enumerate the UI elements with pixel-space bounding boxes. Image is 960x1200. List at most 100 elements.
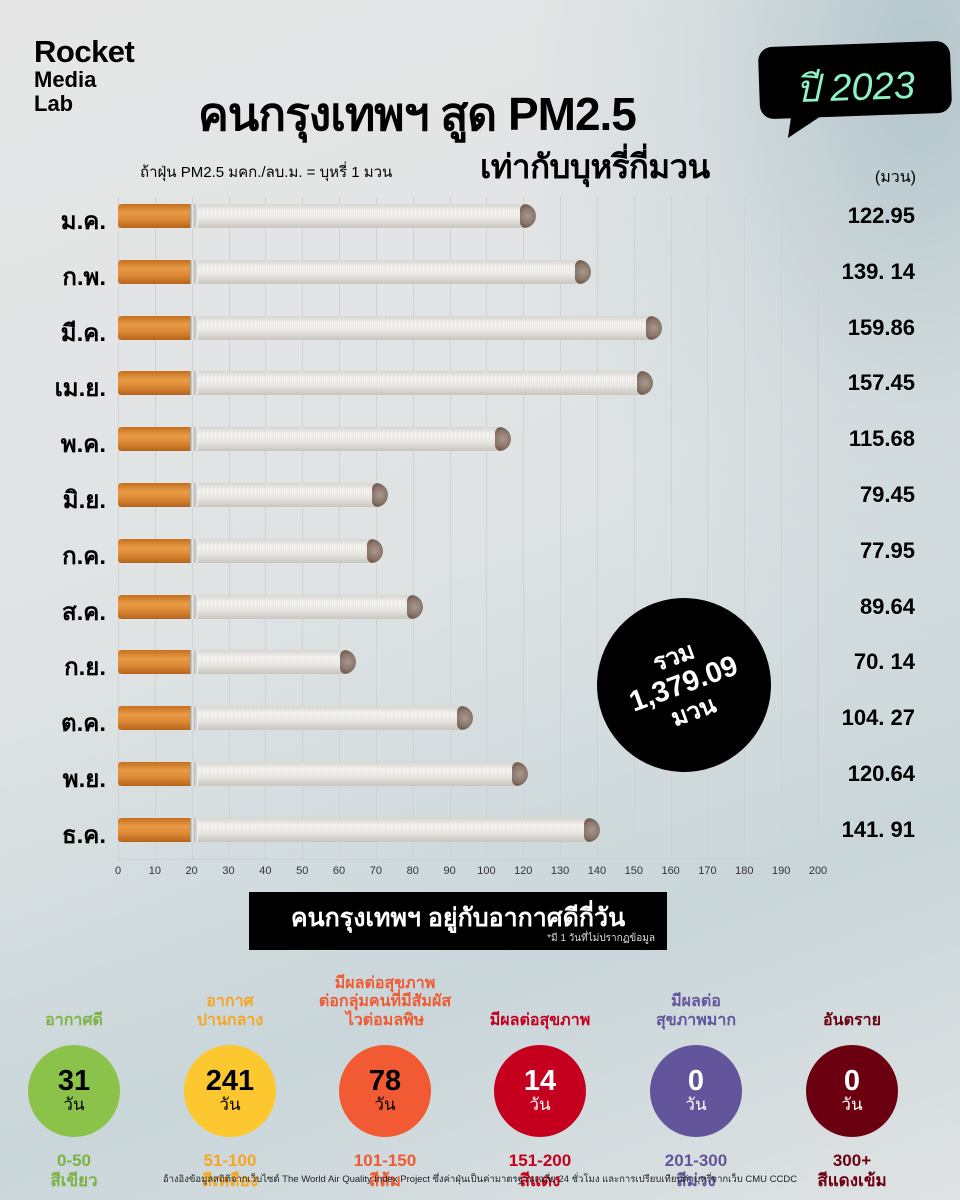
bar-row: ม.ค. 122.95 <box>0 203 960 235</box>
days-count: 78 <box>368 1065 402 1098</box>
days-count: 14 <box>523 1065 557 1098</box>
days-count: 241 <box>205 1065 255 1098</box>
aqi-range: 151-200 สีแดง <box>508 1151 572 1190</box>
gridline <box>670 197 672 859</box>
days-unit: วัน <box>63 1095 85 1115</box>
bar-value: 122.95 <box>847 203 915 228</box>
days-circle: 14 วัน <box>494 1045 586 1137</box>
cigarette-filter-icon <box>118 483 190 507</box>
month-label: มิ.ย. <box>62 487 106 514</box>
background-tint <box>540 0 960 700</box>
cigarette-ash-icon <box>512 762 528 786</box>
gridline <box>486 197 488 859</box>
cigarette-bar <box>118 594 423 619</box>
gridline <box>339 197 341 859</box>
cigarette-filter-icon <box>118 706 190 731</box>
x-tick-label: 80 <box>406 865 419 877</box>
cigarette-filter-icon <box>118 427 190 452</box>
gridline <box>375 197 377 859</box>
month-label: ก.ย. <box>64 654 106 682</box>
cigarette-bar <box>118 706 473 731</box>
gridline <box>154 197 156 859</box>
gridline <box>265 197 267 859</box>
cigarette-band-icon <box>190 594 198 619</box>
cigarette-ash-icon <box>367 538 383 563</box>
cigarette-bar <box>118 315 662 340</box>
bar-value: 89.64 <box>859 593 915 619</box>
rocket-media-lab-logo: Rocket Media Lab <box>34 36 135 116</box>
x-tick-label: 100 <box>477 865 496 877</box>
page-title: คนกรุงเทพฯ สูด PM2.5 <box>198 88 637 140</box>
aqi-category: มีผลต่อ สุขภาพมาก 0 วัน 201-300 สีม่วง <box>621 970 771 1190</box>
cigarette-ash-icon <box>407 594 423 619</box>
cigarette-bar <box>118 483 388 507</box>
gridline <box>818 197 819 859</box>
year-badge: ปี 2023 <box>794 64 916 112</box>
gridline <box>412 197 414 859</box>
x-tick-label: 40 <box>259 865 272 877</box>
bar-row: ก.ย. 70. 14 <box>0 649 960 681</box>
bar-row: ต.ค. 104. 27 <box>0 705 960 737</box>
cigarette-band-icon <box>190 762 198 786</box>
gridline <box>596 197 598 859</box>
gridline <box>707 197 709 859</box>
cigarette-ash-icon <box>637 371 653 396</box>
logo-line-3: Lab <box>34 91 74 116</box>
x-tick-label: 190 <box>771 865 791 877</box>
days-unit: วัน <box>841 1095 863 1115</box>
gridline <box>191 197 193 859</box>
gridline <box>118 197 119 859</box>
chart-grid <box>118 197 819 860</box>
cigarette-ash-icon <box>520 204 536 228</box>
bar-value: 157.45 <box>847 370 915 396</box>
month-label: มี.ค. <box>60 319 106 347</box>
month-label: ธ.ค. <box>61 821 106 849</box>
cigarette-ash-icon <box>646 315 662 340</box>
bar-value: 141. 91 <box>841 816 915 842</box>
gridline <box>781 197 783 859</box>
gridline <box>449 197 451 859</box>
cigarette-band-icon <box>190 483 198 507</box>
cigarette-filter-icon <box>118 817 190 842</box>
cigarette-filter-icon <box>118 371 190 396</box>
days-unit: วัน <box>374 1095 396 1115</box>
x-tick-label: 50 <box>296 865 309 877</box>
unit-label: (มวน) <box>874 169 916 186</box>
days-unit: วัน <box>685 1095 707 1115</box>
bar-value: 70. 14 <box>853 649 915 675</box>
x-tick-label: 150 <box>624 865 643 877</box>
bar-value: 79.45 <box>859 482 915 507</box>
month-label: ก.ค. <box>62 542 106 570</box>
cigarette-band-icon <box>190 427 198 452</box>
cigarette-band-icon <box>190 371 198 396</box>
page-subtitle: เท่ากับบุหรี่กี่มวน <box>480 148 710 185</box>
gridline <box>523 197 525 859</box>
cigarette-band-icon <box>190 817 198 842</box>
x-tick-label: 160 <box>661 865 680 877</box>
air-quality-days-banner: คนกรุงเทพฯ อยู่กับอากาศดีกี่วัน *มี 1 วั… <box>249 892 667 950</box>
bar-row: มี.ค. 159.86 <box>0 315 960 347</box>
days-circle: 0 วัน <box>650 1045 742 1137</box>
cigarette-filter-icon <box>118 762 190 786</box>
cigarette-bar <box>118 371 653 396</box>
cigarette-ash-icon <box>575 259 591 284</box>
cigarette-bar <box>118 204 536 228</box>
logo-line-2: Media <box>34 67 97 92</box>
bar-row: ส.ค. 89.64 <box>0 593 960 626</box>
cigarette-bar <box>118 427 511 452</box>
aqi-category: มีผลต่อสุขภาพ 14 วัน 151-200 สีแดง <box>465 970 615 1190</box>
bar-row: พ.ย. 120.64 <box>0 761 960 793</box>
aqi-category: อากาศดี 31 วัน 0-50 สีเขียว <box>0 970 149 1190</box>
cigarette-ash-icon <box>584 817 600 842</box>
bar-row: ธ.ค. 141. 91 <box>0 816 960 849</box>
month-label: พ.ย. <box>62 766 106 793</box>
x-tick-label: 0 <box>114 865 122 877</box>
month-label: ม.ค. <box>60 208 106 235</box>
aqi-range: 300+ สีแดงเข้ม <box>817 1151 887 1190</box>
days-circle: 78 วัน <box>339 1045 431 1137</box>
cigarette-band-icon <box>190 204 198 228</box>
days-circle: 0 วัน <box>806 1045 898 1137</box>
cigarette-band-icon <box>190 650 198 675</box>
x-tick-label: 140 <box>587 865 607 877</box>
month-label: พ.ค. <box>60 431 106 459</box>
